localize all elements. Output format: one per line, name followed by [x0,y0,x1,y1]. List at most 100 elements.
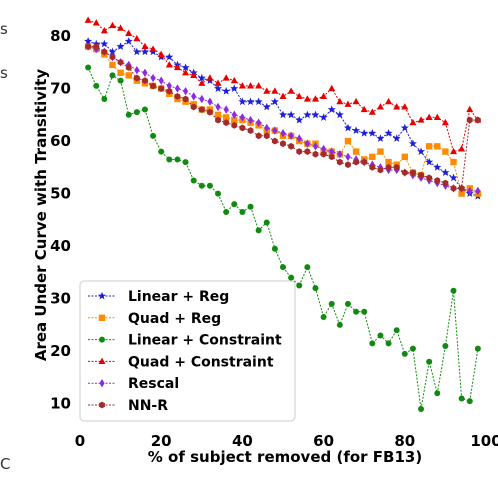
legend-marker [99,336,105,343]
data-point [279,110,287,119]
data-point [467,186,473,196]
legend-label: Quad + Reg [128,311,221,327]
series-5 [85,43,481,192]
data-point [100,26,108,34]
data-point [222,86,231,95]
x-tick-label: 100 [470,432,498,450]
data-point [231,201,238,208]
data-point [360,129,369,137]
data-point [312,150,319,158]
data-point [207,97,213,106]
data-point [117,69,124,76]
data-point [182,68,190,76]
data-point [393,163,400,171]
data-point [84,16,92,23]
data-point [328,84,336,92]
data-point [109,72,116,79]
data-point [368,108,376,115]
data-point [369,340,376,347]
data-point [198,79,206,86]
data-point [247,203,254,210]
data-point [247,82,255,89]
legend-entry: Linear + Constraint [88,333,282,349]
data-point [93,43,100,50]
data-point [311,95,319,102]
edge-glyph-2: s [0,64,8,82]
data-point [133,74,140,82]
data-point [320,314,327,321]
data-point [230,84,239,92]
data-point [85,64,92,71]
data-point [223,119,230,127]
data-point [198,106,205,113]
data-point [353,158,360,166]
data-point [296,282,303,289]
data-point [279,92,287,100]
data-point [181,63,190,71]
data-point [142,68,148,77]
data-point [158,85,165,92]
data-point [442,148,449,155]
data-point [401,350,408,357]
data-point [425,113,433,121]
data-point [280,264,286,271]
data-point [239,208,246,215]
data-point [303,110,312,119]
data-point [328,300,335,307]
data-point [166,87,173,95]
data-point [117,24,125,31]
data-point [255,227,262,234]
data-point [441,118,449,126]
data-point [222,114,230,121]
legend-entry: Quad + Reg [88,311,221,327]
data-point [312,285,319,292]
data-point [191,92,197,101]
x-tick-label: 0 [75,432,85,450]
axis-ticks: 0 20 40 60 80 100 10 20 30 40 50 60 70 80 [50,27,498,450]
data-point [401,103,409,110]
legend: Linear + Reg Quad + Reg Linear + Constrain… [79,280,296,422]
data-point [385,163,392,171]
data-point [426,358,433,365]
data-point [198,182,205,189]
data-point [197,73,206,82]
data-point [377,148,384,155]
data-point [401,153,408,161]
data-point [458,145,466,152]
data-point [125,29,133,36]
data-point [238,82,246,89]
data-point [182,86,189,96]
y-tick-label: 30 [50,290,71,308]
data-point [311,110,320,119]
data-point [369,163,376,171]
data-point [418,405,425,412]
data-point [360,105,368,113]
data-point [450,287,457,294]
data-point [254,97,263,106]
data-point [150,132,157,139]
data-point [474,345,481,352]
data-point [222,74,230,81]
legend-marker [99,401,105,409]
data-point [117,58,124,66]
legend-box [79,280,296,422]
data-point [214,79,222,86]
series-line [88,46,478,189]
data-point [288,274,295,281]
y-tick-label: 50 [50,185,71,203]
data-point [450,158,457,166]
data-point [109,61,116,69]
data-point [272,126,278,135]
data-point [230,76,238,84]
data-point [304,139,310,148]
data-point [223,208,230,215]
x-tick-label: 20 [151,432,172,450]
data-point [377,166,384,174]
data-point [466,398,473,405]
y-tick-label: 80 [50,27,71,45]
data-point [206,108,213,116]
data-point [101,48,108,56]
legend-entry: Rescal [88,376,179,392]
data-point [173,63,181,71]
data-point [174,84,181,93]
